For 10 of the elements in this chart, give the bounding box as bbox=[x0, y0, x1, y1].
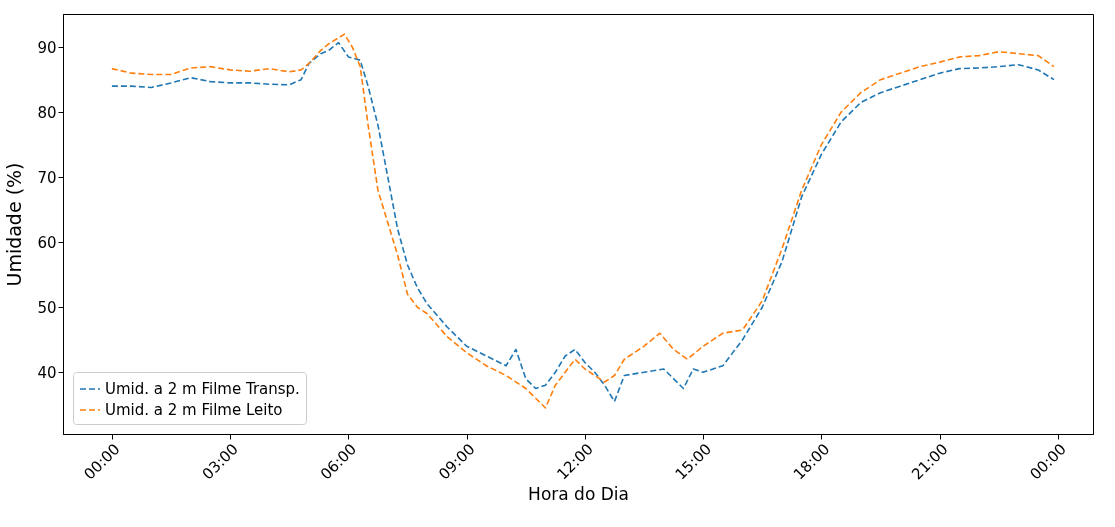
y-tick-label: 90 bbox=[37, 38, 57, 57]
x-axis-title: Hora do Dia bbox=[528, 483, 629, 504]
y-tick-label: 40 bbox=[37, 363, 57, 382]
y-tick-label: 50 bbox=[37, 298, 57, 317]
legend-label: Umid. a 2 m Filme Transp. bbox=[105, 380, 300, 398]
y-tick-label: 80 bbox=[37, 103, 57, 122]
y-tick-label: 60 bbox=[37, 233, 57, 252]
y-tick-label: 70 bbox=[37, 168, 57, 187]
legend-label: Umid. a 2 m Filme Leito bbox=[105, 401, 283, 419]
y-axis-title: Umidade (%) bbox=[3, 162, 26, 287]
